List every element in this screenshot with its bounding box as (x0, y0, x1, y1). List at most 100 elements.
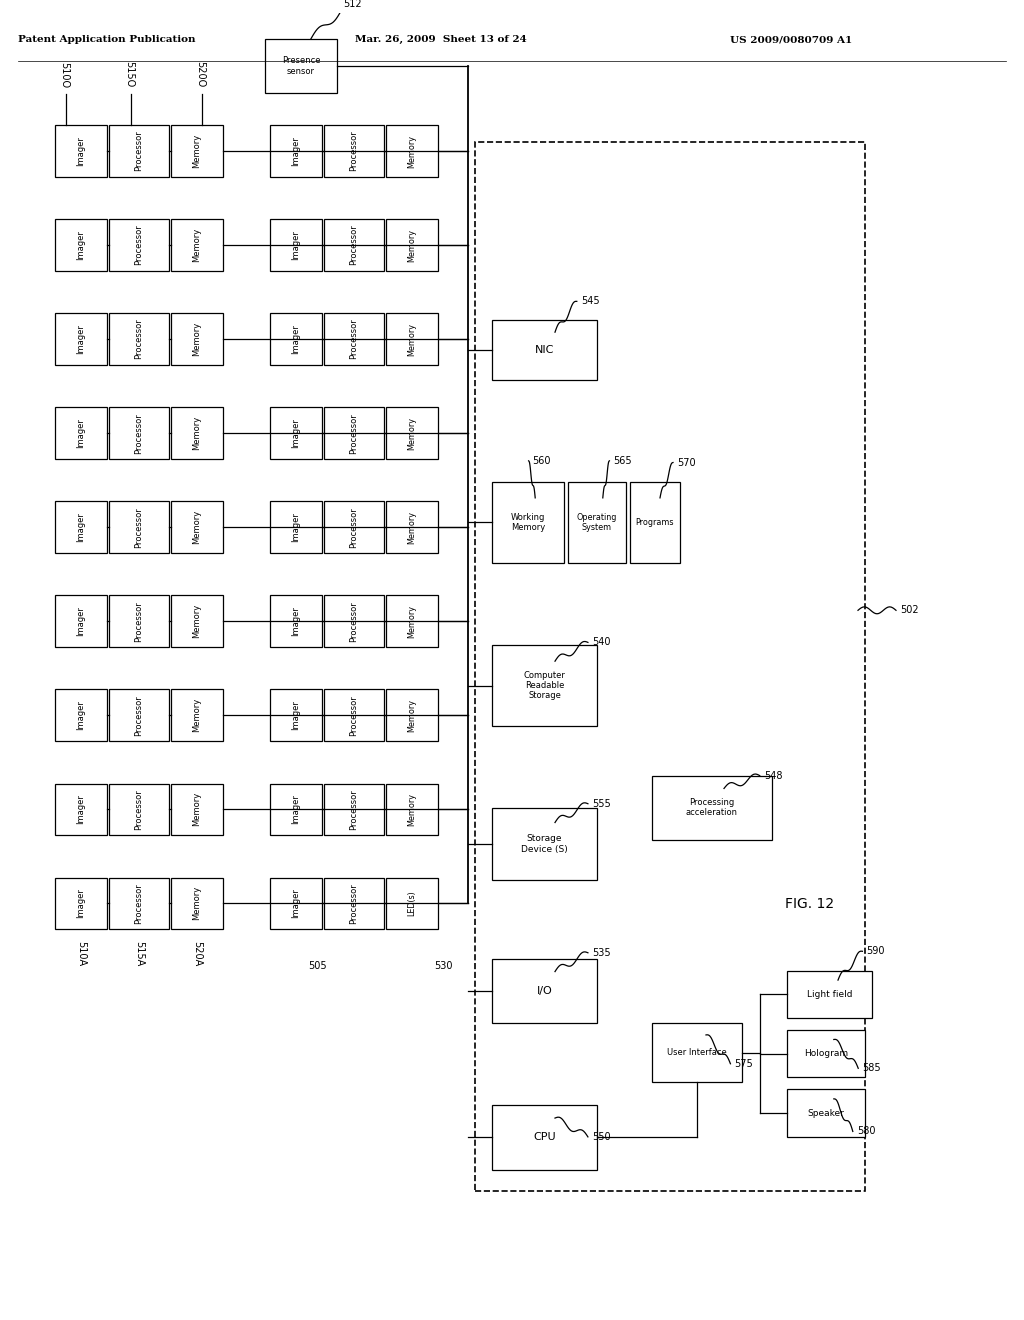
Bar (171, 219, 223, 271)
Text: Storage
Device (S): Storage Device (S) (521, 834, 568, 854)
Text: Processor: Processor (134, 789, 143, 830)
Bar (386, 502, 438, 553)
Bar (324, 125, 384, 177)
Text: Memory: Memory (193, 133, 202, 168)
Bar (492, 321, 597, 380)
Text: Processor: Processor (349, 318, 358, 359)
Bar (109, 689, 169, 741)
Text: Processor: Processor (134, 131, 143, 172)
Text: 575: 575 (734, 1059, 754, 1069)
Text: Processor: Processor (349, 224, 358, 265)
Bar (265, 38, 337, 94)
Text: Patent Application Publication: Patent Application Publication (18, 36, 196, 45)
Text: 505: 505 (308, 961, 327, 970)
Bar (109, 313, 169, 364)
Bar (492, 1105, 597, 1170)
Bar (386, 784, 438, 836)
Text: Light field: Light field (807, 990, 852, 999)
Text: CPU: CPU (534, 1133, 556, 1142)
Bar (109, 502, 169, 553)
Text: Programs: Programs (636, 517, 674, 527)
Text: 512: 512 (343, 0, 361, 9)
Text: Imager: Imager (292, 418, 300, 447)
Bar (492, 808, 597, 879)
Text: Imager: Imager (77, 136, 85, 166)
Text: Imager: Imager (292, 795, 300, 824)
Bar (386, 408, 438, 459)
Bar (492, 482, 564, 562)
Text: Memory: Memory (193, 322, 202, 356)
Text: 590: 590 (866, 946, 885, 956)
Text: Memory: Memory (193, 792, 202, 826)
Bar (55, 408, 106, 459)
Text: Memory: Memory (193, 416, 202, 450)
Text: Processor: Processor (349, 413, 358, 454)
Bar (270, 408, 322, 459)
Text: US 2009/0080709 A1: US 2009/0080709 A1 (730, 36, 852, 45)
Text: Memory: Memory (408, 793, 417, 826)
Text: Processor: Processor (134, 224, 143, 265)
Text: Memory: Memory (193, 228, 202, 263)
Bar (324, 878, 384, 929)
Bar (270, 784, 322, 836)
Text: Processor: Processor (349, 883, 358, 924)
Text: Imager: Imager (77, 606, 85, 636)
Bar (270, 125, 322, 177)
Text: Memory: Memory (193, 510, 202, 544)
Bar (55, 595, 106, 647)
Text: Imager: Imager (77, 512, 85, 543)
Bar (386, 125, 438, 177)
Bar (652, 776, 772, 840)
Text: 585: 585 (862, 1064, 881, 1073)
Bar (386, 313, 438, 364)
Text: Processor: Processor (349, 507, 358, 548)
Text: 548: 548 (764, 771, 782, 780)
Bar (55, 878, 106, 929)
Text: 570: 570 (677, 458, 695, 467)
Bar (324, 689, 384, 741)
Text: Memory: Memory (193, 886, 202, 920)
Bar (386, 689, 438, 741)
Text: Imager: Imager (292, 888, 300, 919)
Text: 550: 550 (592, 1131, 610, 1142)
Text: FIG. 12: FIG. 12 (785, 898, 835, 911)
Text: Memory: Memory (408, 605, 417, 638)
Text: Memory: Memory (193, 698, 202, 733)
Bar (171, 595, 223, 647)
Text: Processor: Processor (134, 507, 143, 548)
Text: Imager: Imager (77, 230, 85, 260)
Text: 540: 540 (592, 638, 610, 647)
Text: Processor: Processor (134, 601, 143, 642)
Text: 510O: 510O (59, 62, 69, 87)
Bar (55, 125, 106, 177)
Text: Imager: Imager (292, 512, 300, 543)
Bar (270, 502, 322, 553)
Text: Processor: Processor (134, 694, 143, 735)
Bar (787, 1089, 865, 1137)
Text: Processor: Processor (349, 789, 358, 830)
Text: Memory: Memory (408, 417, 417, 450)
Bar (171, 408, 223, 459)
Text: Imager: Imager (77, 888, 85, 919)
Bar (171, 502, 223, 553)
Bar (55, 219, 106, 271)
Bar (55, 784, 106, 836)
Bar (652, 1023, 742, 1082)
Bar (171, 784, 223, 836)
Text: 515O: 515O (124, 62, 134, 87)
Text: LED(s): LED(s) (408, 891, 417, 916)
Text: Processing
acceleration: Processing acceleration (686, 799, 738, 817)
Text: Memory: Memory (408, 322, 417, 355)
Text: Processor: Processor (134, 883, 143, 924)
Bar (568, 482, 626, 562)
Bar (171, 313, 223, 364)
Bar (324, 502, 384, 553)
Text: Processor: Processor (349, 131, 358, 172)
Bar (492, 645, 597, 726)
Text: Imager: Imager (77, 795, 85, 824)
Bar (109, 125, 169, 177)
Text: 502: 502 (900, 606, 919, 615)
Text: Imager: Imager (77, 701, 85, 730)
Bar (324, 595, 384, 647)
Bar (386, 219, 438, 271)
